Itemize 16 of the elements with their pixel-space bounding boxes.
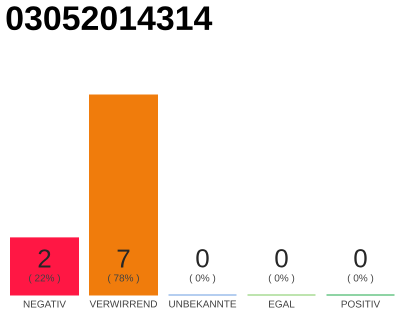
data-label: 0 — [354, 249, 367, 268]
annotation: ( 78% ) — [108, 274, 139, 284]
annotation: ( 0% ) — [348, 274, 374, 284]
chart-title: 03052014314 — [6, 6, 212, 30]
data-label: 7 — [118, 250, 130, 268]
data-label: 0 — [275, 249, 288, 268]
x-tick-label: NEGATIV — [24, 300, 66, 308]
data-label: 0 — [196, 249, 209, 268]
annotation: ( 22% ) — [29, 274, 60, 284]
x-tick-label: UNBEKANNTE — [169, 300, 236, 308]
x-tick-label: VERWIRREND — [90, 300, 157, 308]
data-label: 2 — [38, 249, 50, 268]
x-tick-label: EGAL — [269, 300, 294, 308]
x-tick-label: POSITIV — [342, 300, 380, 308]
annotation: ( 0% ) — [268, 274, 294, 284]
annotation: ( 0% ) — [190, 274, 216, 284]
